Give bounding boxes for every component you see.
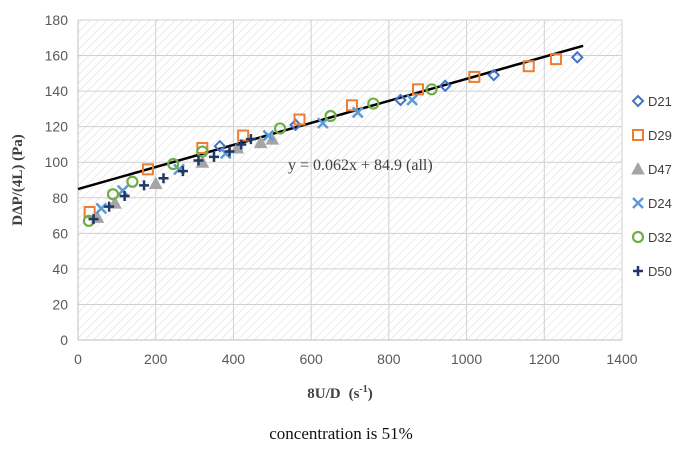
data-point [119,191,130,201]
data-point [209,151,219,162]
data-point [487,68,501,82]
data-point [273,122,287,135]
x-tick-label: 600 [299,351,323,367]
data-point [406,94,419,106]
data-point [262,129,275,142]
legend-marker [632,129,644,141]
legend-label: D50 [648,264,672,279]
y-tick-label: 60 [52,225,68,241]
data-points [82,50,584,227]
data-point [351,106,364,119]
series-d50 [88,134,256,225]
data-point [95,202,108,215]
legend-marker [631,94,645,108]
y-tick-label: 120 [45,119,69,135]
trendline-equation: y = 0.062x + 84.9 (all) [288,157,433,174]
data-point [570,50,584,64]
legend-item-d47: D47 [631,161,672,177]
y-tick-label: 140 [45,83,69,99]
y-tick-label: 100 [45,154,69,170]
data-point [236,139,247,150]
data-point [213,139,227,153]
legend: D21 D29 D47 D24 D32 D50 [631,94,672,279]
data-point [324,109,337,123]
legend-item-d21: D21 [631,94,672,109]
data-point [293,113,306,126]
data-point [345,99,358,112]
data-point [253,135,268,149]
x-axis-title: 8U/D (s-1) [307,384,373,402]
tick-labels: 0 20 40 60 80 100 120 140 160 180 0 200 400 600 800 100… [45,12,638,367]
data-point [167,157,180,171]
y-axis-title: DΔP/(4L) (Pa) [10,134,26,225]
legend-label: D47 [648,162,672,177]
data-point [438,79,452,93]
data-point [289,118,303,132]
legend-label: D32 [648,230,672,245]
data-point [196,142,209,154]
data-point [116,184,129,197]
legend-label: D29 [648,128,672,143]
x-tick-label: 0 [74,351,82,367]
legend-label: D24 [648,196,672,211]
data-point [158,173,169,184]
legend-marker [633,266,643,276]
data-point [193,155,204,166]
data-point [245,134,256,145]
y-tick-label: 180 [45,12,69,28]
data-point [412,83,424,96]
legend-marker [632,197,644,209]
data-point [126,175,139,188]
x-tick-label: 1400 [606,351,637,367]
data-point [549,53,562,66]
series-d21 [213,50,584,153]
y-tick-label: 80 [52,190,68,206]
legend-label: D21 [648,94,672,109]
data-point [139,180,150,191]
data-point [522,60,535,73]
data-point [367,97,380,110]
data-point [224,146,235,157]
y-tick-label: 160 [45,48,69,64]
data-point [88,214,99,225]
series-d29 [83,53,562,218]
legend-marker [631,230,645,244]
data-point [237,129,250,142]
data-point [177,166,188,177]
data-point [148,176,163,190]
data-point [468,70,481,83]
axes [77,20,622,341]
legend-item-d32: D32 [631,230,672,245]
data-point [106,188,120,201]
legend-item-d29: D29 [632,128,672,143]
x-tick-label: 1000 [451,351,482,367]
data-point [104,201,115,212]
y-tick-label: 20 [52,296,68,312]
legend-item-d24: D24 [632,196,672,211]
x-tick-label: 400 [222,351,246,367]
trendline [77,44,584,191]
x-tick-label: 800 [377,351,401,367]
data-point [141,163,154,176]
plot-area [78,20,622,340]
data-point [425,83,438,96]
data-point [196,145,209,158]
chart-caption: concentration is 51% [269,424,413,443]
x-tick-label: 1200 [529,351,560,367]
y-tick-label: 40 [52,261,68,277]
y-tick-label: 0 [60,332,68,348]
legend-item-d50: D50 [633,264,672,279]
legend-marker [631,161,645,175]
x-tick-label: 200 [144,351,168,367]
data-point [394,93,407,107]
data-point [108,196,122,209]
